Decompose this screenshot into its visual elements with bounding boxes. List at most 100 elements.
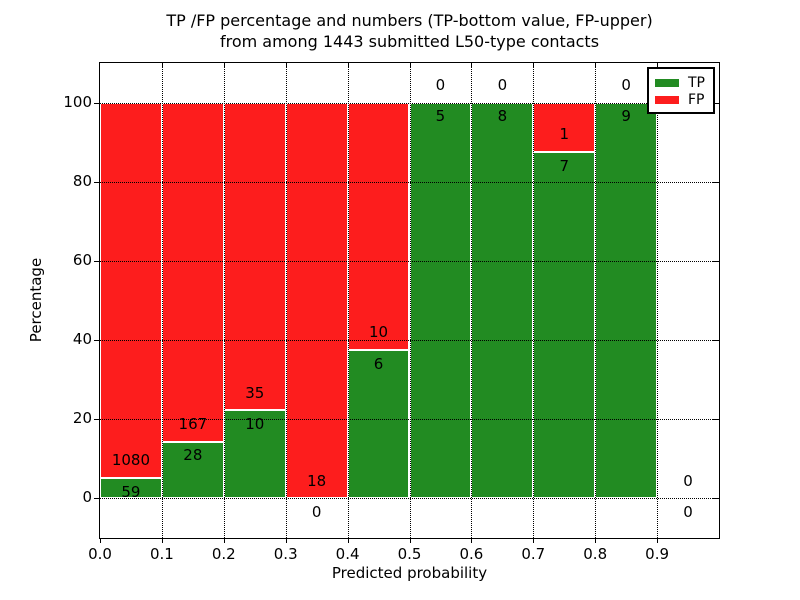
bar-count-label-tp: 9 — [621, 107, 631, 126]
chart-title-line1: TP /FP percentage and numbers (TP-bottom… — [166, 11, 653, 30]
bar-count-label-fp: 1 — [559, 125, 570, 144]
bar-segment-tp — [347, 349, 410, 499]
tick-label-x: 0.2 — [211, 545, 236, 563]
y-tick-mark — [94, 340, 100, 342]
bar-count-label-tp: 0 — [683, 503, 693, 522]
bar-segment-fp — [223, 102, 286, 411]
y-tick-mark-right — [713, 181, 719, 183]
bar-count-label-fp: 35 — [245, 383, 265, 402]
x-tick-mark — [100, 538, 101, 543]
bar-segment-tp — [471, 102, 534, 499]
y-tick-mark-right — [713, 102, 719, 104]
bar-count-label-tp: 10 — [245, 415, 265, 434]
bar-segment-fp — [100, 102, 162, 478]
bar-count-label-fp: 0 — [435, 75, 446, 94]
bar-count-label-tp: 28 — [183, 446, 203, 465]
x-axis-label: Predicted probability — [331, 564, 488, 582]
bar-count-label-fp: 167 — [178, 414, 208, 433]
x-tick-mark — [409, 538, 411, 543]
y-axis-label: Percentage — [27, 257, 45, 343]
bar-segment-tp — [409, 102, 472, 499]
x-tick-mark — [595, 538, 597, 543]
y-tick-mark-right — [713, 260, 719, 262]
bar-count-label-tp: 59 — [121, 482, 141, 501]
bar-count-label-fp: 0 — [683, 471, 693, 490]
x-tick-mark — [657, 538, 659, 543]
tick-label-y: 0 — [82, 488, 92, 507]
bar-segment-tp — [161, 441, 224, 499]
x-tick-mark-top — [471, 63, 473, 68]
tick-label-x: 0.6 — [459, 545, 484, 563]
gridline-x — [285, 63, 287, 538]
x-tick-mark — [223, 538, 225, 543]
bar-count-label-fp: 0 — [497, 75, 508, 94]
bar-count-label-tp: 5 — [435, 107, 446, 126]
legend-label-fp: FP — [688, 91, 705, 108]
x-tick-mark-top — [161, 63, 163, 68]
x-tick-mark-top — [595, 63, 597, 68]
chart-title-line2: from among 1443 submitted L50-type conta… — [219, 32, 600, 51]
x-tick-mark — [533, 538, 535, 543]
x-tick-mark-top — [533, 63, 535, 68]
y-tick-mark — [94, 102, 100, 104]
gridline-x — [657, 63, 659, 538]
tick-label-x: 0.5 — [397, 545, 422, 563]
legend: TP FP — [647, 67, 715, 114]
gridline-x — [409, 63, 411, 538]
legend-item-tp: TP — [655, 74, 713, 91]
gridline-x — [347, 63, 349, 538]
tick-label-y: 100 — [63, 92, 92, 111]
tick-label-y: 20 — [72, 409, 92, 428]
y-tick-mark — [94, 419, 100, 421]
y-tick-mark-right — [713, 419, 719, 421]
bar-count-label-tp: 8 — [497, 107, 508, 126]
bar-count-label-tp: 6 — [373, 354, 384, 373]
bar-segment-fp — [285, 102, 348, 499]
x-tick-mark — [285, 538, 287, 543]
tick-label-x: 0.3 — [273, 545, 298, 563]
legend-swatch-fp-icon — [655, 95, 679, 104]
tick-label-x: 0.4 — [335, 545, 360, 563]
bar-count-label-tp: 7 — [559, 156, 570, 175]
legend-swatch-tp-icon — [655, 78, 679, 87]
y-tick-mark-right — [713, 498, 719, 500]
bar-segment-tp — [100, 477, 162, 499]
bar-segment-tp — [595, 102, 658, 499]
tick-label-y: 80 — [72, 171, 92, 190]
legend-item-fp: FP — [655, 91, 713, 108]
tick-label-x: 0.1 — [149, 545, 174, 563]
bar-segment-tp — [533, 152, 596, 499]
bar-count-label-fp: 18 — [307, 471, 327, 490]
x-tick-mark — [161, 538, 163, 543]
plot-area: TP FP 0.0 0.1 0.2 0.3 0.4 0.5 0.6 0.7 0.8 0.9 0 20 4… — [63, 62, 720, 563]
y-tick-mark — [94, 260, 100, 262]
bar-count-label-fp: 10 — [369, 323, 389, 342]
x-tick-mark-top — [409, 63, 411, 68]
bar-segment-fp — [347, 102, 410, 350]
x-tick-mark — [471, 538, 473, 543]
bar-segment-fp — [161, 102, 224, 442]
bar-count-label-tp: 0 — [311, 503, 322, 522]
bar-count-label-fp: 1080 — [111, 451, 151, 470]
tick-label-x: 0.8 — [583, 545, 608, 563]
tick-label-y: 60 — [72, 251, 92, 270]
chart-title: TP /FP percentage and numbers (TP-bottom… — [99, 10, 720, 52]
gridline-x — [471, 63, 473, 538]
tick-label-x: 0.9 — [645, 545, 670, 563]
gridline-x — [595, 63, 597, 538]
x-tick-mark-top — [347, 63, 349, 68]
x-tick-mark-top — [285, 63, 287, 68]
bar-segment-tp — [223, 410, 286, 499]
y-tick-mark — [94, 498, 100, 500]
legend-label-tp: TP — [688, 74, 705, 91]
tick-label-y: 40 — [72, 330, 92, 349]
bar-count-label-fp: 0 — [621, 75, 631, 94]
y-tick-mark-right — [713, 340, 719, 342]
tick-label-x: 0.0 — [88, 545, 112, 563]
tick-label-x: 0.7 — [521, 545, 546, 563]
x-tick-mark-top — [223, 63, 225, 68]
gridline-x — [223, 63, 225, 538]
gridline-x — [161, 63, 163, 538]
x-tick-mark — [347, 538, 349, 543]
